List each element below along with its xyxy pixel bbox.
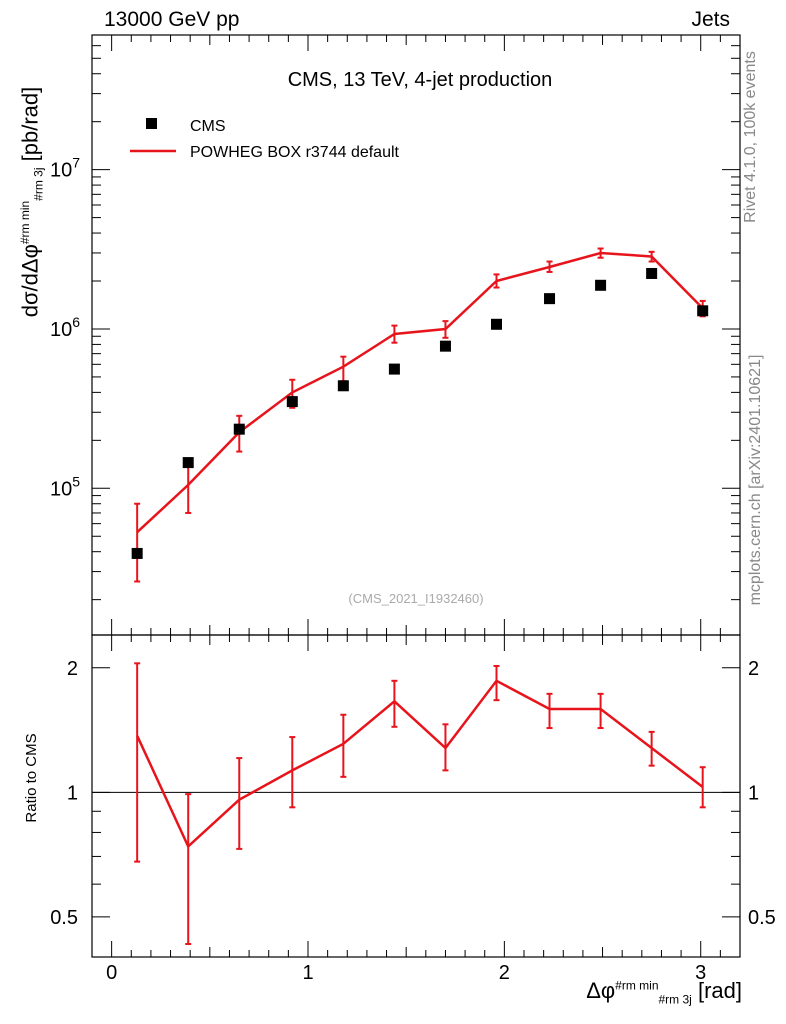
x-tick-label: 1 [302, 962, 313, 984]
cms-data-point [646, 267, 658, 279]
beam-label: 13000 GeV pp [104, 8, 240, 31]
cms-data-point [182, 457, 194, 469]
x-axis-label: Δφ#rm min#rm 3j [rad] [586, 978, 742, 1007]
y-axis-label-ratio: Ratio to CMS [23, 733, 40, 823]
y-tick-label: 0.5 [50, 907, 78, 929]
legend-cms-label: CMS [190, 118, 226, 135]
legend-cms-marker [146, 118, 157, 129]
cms-data-point [131, 547, 143, 559]
process-label: Jets [691, 8, 730, 31]
cms-data-point [439, 340, 451, 352]
cms-data-point [337, 380, 349, 392]
y-tick-label: 2 [67, 658, 78, 680]
y-tick-label-right: 2 [748, 658, 759, 680]
y-tick-label: 105 [50, 473, 80, 500]
y-tick-label-right: 1 [748, 782, 759, 804]
rivet-label: Rivet 4.1.0, 100k events [742, 51, 759, 223]
y-tick-label: 107 [50, 155, 80, 182]
plot-title: CMS, 13 TeV, 4-jet production [288, 69, 553, 91]
y-tick-label-right: 0.5 [748, 907, 776, 929]
cms-data-point [595, 279, 607, 291]
x-tick-label: 3 [695, 962, 706, 984]
cms-data-point [697, 305, 709, 317]
mcplots-label: mcplots.cern.ch [arXiv:2401.10621] [747, 354, 764, 606]
cms-data-point [544, 293, 556, 305]
cms-data-point [286, 396, 298, 408]
ratio-panel-frame [91, 634, 741, 958]
ratio-series-line [136, 679, 704, 849]
y-axis-label-main: dσ/dΔφ#rm min#rm 3j [pb/rad] [17, 86, 46, 318]
cms-data-point [388, 363, 400, 375]
legend-mc-label: POWHEG BOX r3744 default [190, 144, 400, 161]
cms-data-point [233, 423, 245, 435]
cms-data-point [491, 318, 503, 330]
y-tick-label: 1 [67, 782, 78, 804]
y-tick-label: 106 [50, 314, 80, 341]
x-tick-label: 0 [106, 962, 117, 984]
mc-series-line [136, 251, 704, 534]
analysis-label: (CMS_2021_I1932460) [348, 591, 483, 606]
x-tick-label: 2 [499, 962, 510, 984]
